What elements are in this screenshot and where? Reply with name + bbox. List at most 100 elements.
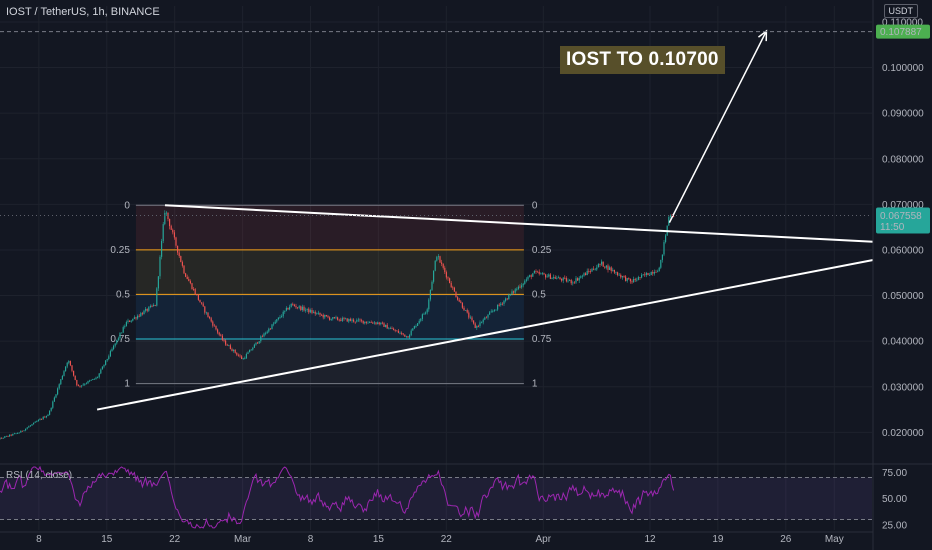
- candle-body: [57, 388, 59, 395]
- candle-body: [514, 289, 516, 293]
- candle-body: [122, 327, 124, 333]
- candle-body: [516, 288, 518, 290]
- candle-body: [476, 325, 478, 328]
- candle-body: [413, 326, 415, 329]
- target-price-tag: [876, 24, 930, 39]
- candle-body: [252, 347, 254, 350]
- candle-body: [652, 271, 654, 274]
- candle-body: [333, 317, 335, 318]
- candle-body: [573, 282, 575, 284]
- candle-body: [140, 313, 142, 317]
- candle-body: [237, 354, 239, 356]
- candle-body: [562, 277, 564, 281]
- candle-body: [564, 277, 566, 279]
- candle-body: [497, 304, 499, 310]
- candle-body: [577, 278, 579, 281]
- candle-body: [591, 268, 593, 272]
- candle-body: [549, 274, 551, 279]
- candle-body: [580, 276, 582, 278]
- candle-body: [431, 281, 433, 290]
- candle-body: [177, 245, 179, 253]
- candle-body: [540, 273, 542, 275]
- candles: [0, 210, 675, 440]
- arrow-shaft: [668, 30, 768, 223]
- currency-badge[interactable]: USDT: [883, 4, 918, 18]
- candle-body: [380, 322, 382, 325]
- candle-body: [397, 330, 399, 333]
- candle-body: [357, 319, 359, 321]
- candle-body: [527, 276, 529, 280]
- candle-body: [556, 278, 558, 279]
- candle-body: [298, 306, 300, 308]
- candle-body: [610, 267, 612, 271]
- candle-body: [242, 358, 244, 360]
- candle-body: [52, 401, 54, 408]
- time-tick-label: 19: [712, 534, 724, 545]
- candle-body: [100, 369, 102, 374]
- candle-body: [17, 433, 19, 434]
- candle-body: [81, 385, 83, 387]
- fib-zone: [135, 294, 524, 339]
- candle-body: [391, 328, 393, 330]
- candle-body: [489, 312, 491, 315]
- candle-body: [639, 277, 641, 278]
- candle-body: [293, 304, 295, 307]
- candle-body: [188, 278, 190, 282]
- candle-body: [554, 277, 556, 279]
- candle-body: [119, 333, 121, 339]
- candle-body: [226, 344, 228, 346]
- rsi-legend[interactable]: RSI (14, close): [6, 470, 73, 481]
- candle-body: [5, 435, 7, 437]
- candle-body: [533, 271, 535, 274]
- target-annotation[interactable]: IOST TO 0.10700: [560, 46, 725, 74]
- candle-body: [345, 318, 347, 320]
- candle-body: [396, 330, 398, 332]
- candle-body: [388, 328, 390, 330]
- candle-body: [63, 371, 65, 376]
- candle-body: [45, 415, 47, 418]
- candle-body: [428, 299, 430, 310]
- candle-body: [457, 297, 459, 300]
- candle-body: [365, 321, 367, 323]
- candle-body: [271, 324, 273, 330]
- candle-body: [108, 356, 110, 360]
- candle-body: [604, 266, 606, 268]
- candle-body: [372, 322, 374, 324]
- fib-zone: [135, 338, 524, 384]
- candle-body: [76, 379, 78, 386]
- candle-body: [417, 323, 419, 327]
- candle-body: [485, 317, 487, 319]
- candle-body: [338, 319, 340, 321]
- candle-body: [39, 418, 41, 420]
- price-tick-label: 0.020000: [882, 428, 924, 439]
- candle-body: [522, 283, 524, 286]
- candle-body: [173, 232, 175, 238]
- candle-body: [41, 418, 43, 420]
- candle-body: [543, 273, 545, 275]
- candle-body: [225, 340, 227, 345]
- candle-body: [309, 310, 311, 313]
- candle-body: [500, 303, 502, 306]
- candle-body: [521, 285, 523, 288]
- candle-body: [28, 426, 30, 428]
- candle-body: [511, 291, 513, 295]
- candle-body: [61, 375, 63, 380]
- candle-body: [439, 256, 441, 263]
- candle-body: [130, 320, 132, 322]
- rsi-tick-label: 25.00: [882, 520, 907, 531]
- candle-body: [661, 254, 663, 260]
- candle-body: [103, 364, 105, 367]
- candle-body: [233, 349, 235, 351]
- candle-body: [637, 277, 639, 280]
- candle-body: [362, 320, 364, 324]
- time-tick-label: 12: [644, 534, 656, 545]
- candle-body: [453, 287, 455, 292]
- candle-body: [33, 422, 35, 425]
- candle-body: [42, 416, 44, 420]
- candle-body: [204, 306, 206, 313]
- candle-body: [18, 432, 20, 434]
- candle-body: [629, 278, 631, 282]
- candle-body: [77, 385, 79, 386]
- candle-body: [268, 328, 270, 332]
